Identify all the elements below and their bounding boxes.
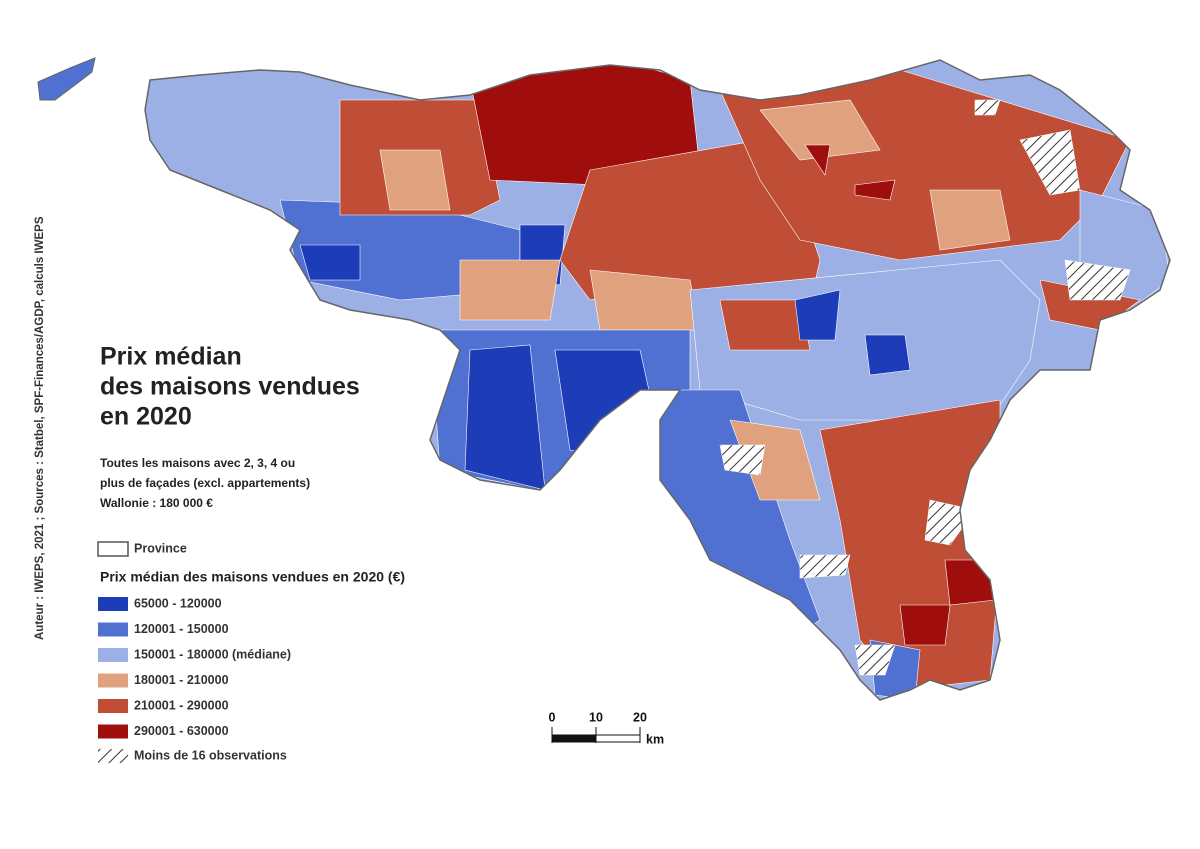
title-line: en 2020 xyxy=(100,403,192,431)
legend: 65000 - 120000 120001 - 150000 150001 - 18… xyxy=(98,596,291,739)
legend-label: 120001 - 150000 xyxy=(134,622,229,636)
map-area xyxy=(854,179,896,201)
title-line: des maisons vendues xyxy=(100,373,360,401)
map-area xyxy=(944,559,996,606)
map-area xyxy=(929,189,1011,251)
legend-label: 65000 - 120000 xyxy=(134,596,222,610)
scale-tick-label: 10 xyxy=(589,710,603,724)
scale-segment xyxy=(595,734,641,743)
scale-bar: 0 10 20 km xyxy=(549,710,665,746)
map-area xyxy=(759,99,881,161)
legend-swatch xyxy=(98,699,128,713)
legend-swatch xyxy=(98,648,128,662)
province-swatch xyxy=(97,541,129,557)
map-area xyxy=(899,604,951,646)
subtitle-line: plus de façades (excl. appartements) xyxy=(100,476,310,490)
subtitle-line: Wallonie : 180 000 € xyxy=(100,496,213,510)
hatched-area xyxy=(974,99,1001,116)
hatched-area xyxy=(1019,129,1081,196)
hatched-area xyxy=(924,499,976,546)
legend-label: 180001 - 210000 xyxy=(134,673,229,687)
hatched-area xyxy=(854,644,896,676)
subtitle-line: Toutes les maisons avec 2, 3, 4 ou xyxy=(100,456,295,470)
scale-tick-label: 20 xyxy=(633,710,647,724)
map-area xyxy=(794,289,841,341)
map-area xyxy=(554,349,651,461)
scale-segment xyxy=(551,734,597,743)
legend-swatch xyxy=(98,622,128,637)
legend-label: 150001 - 180000 (médiane) xyxy=(134,647,291,661)
hatched-area xyxy=(719,444,766,476)
legend-swatch xyxy=(98,673,128,688)
map-area xyxy=(719,299,811,351)
legend-label: 210001 - 290000 xyxy=(134,698,229,712)
legend-label: Province xyxy=(134,541,187,555)
map-area xyxy=(379,149,451,211)
exclave xyxy=(37,57,96,101)
map-area xyxy=(299,244,361,281)
legend-label: Moins de 16 observations xyxy=(134,748,287,762)
scale-unit: km xyxy=(646,732,664,746)
title-line: Prix médian xyxy=(100,343,242,371)
legend-swatch xyxy=(98,724,128,739)
region-outline xyxy=(144,59,1171,701)
scale-tick-label: 0 xyxy=(549,710,556,724)
credit: Auteur : IWEPS, 2021 ; Sources : Statbel… xyxy=(34,216,46,640)
map-area xyxy=(459,259,561,321)
hatched-area xyxy=(1064,259,1131,301)
legend-label: 290001 - 630000 xyxy=(134,724,229,738)
legend-swatch xyxy=(98,597,128,611)
legend-title: Prix médian des maisons vendues en 2020 … xyxy=(100,569,405,585)
hatch-swatch xyxy=(98,749,128,763)
hatched-area xyxy=(799,554,851,579)
map-area xyxy=(864,334,911,376)
map-area xyxy=(804,144,831,176)
